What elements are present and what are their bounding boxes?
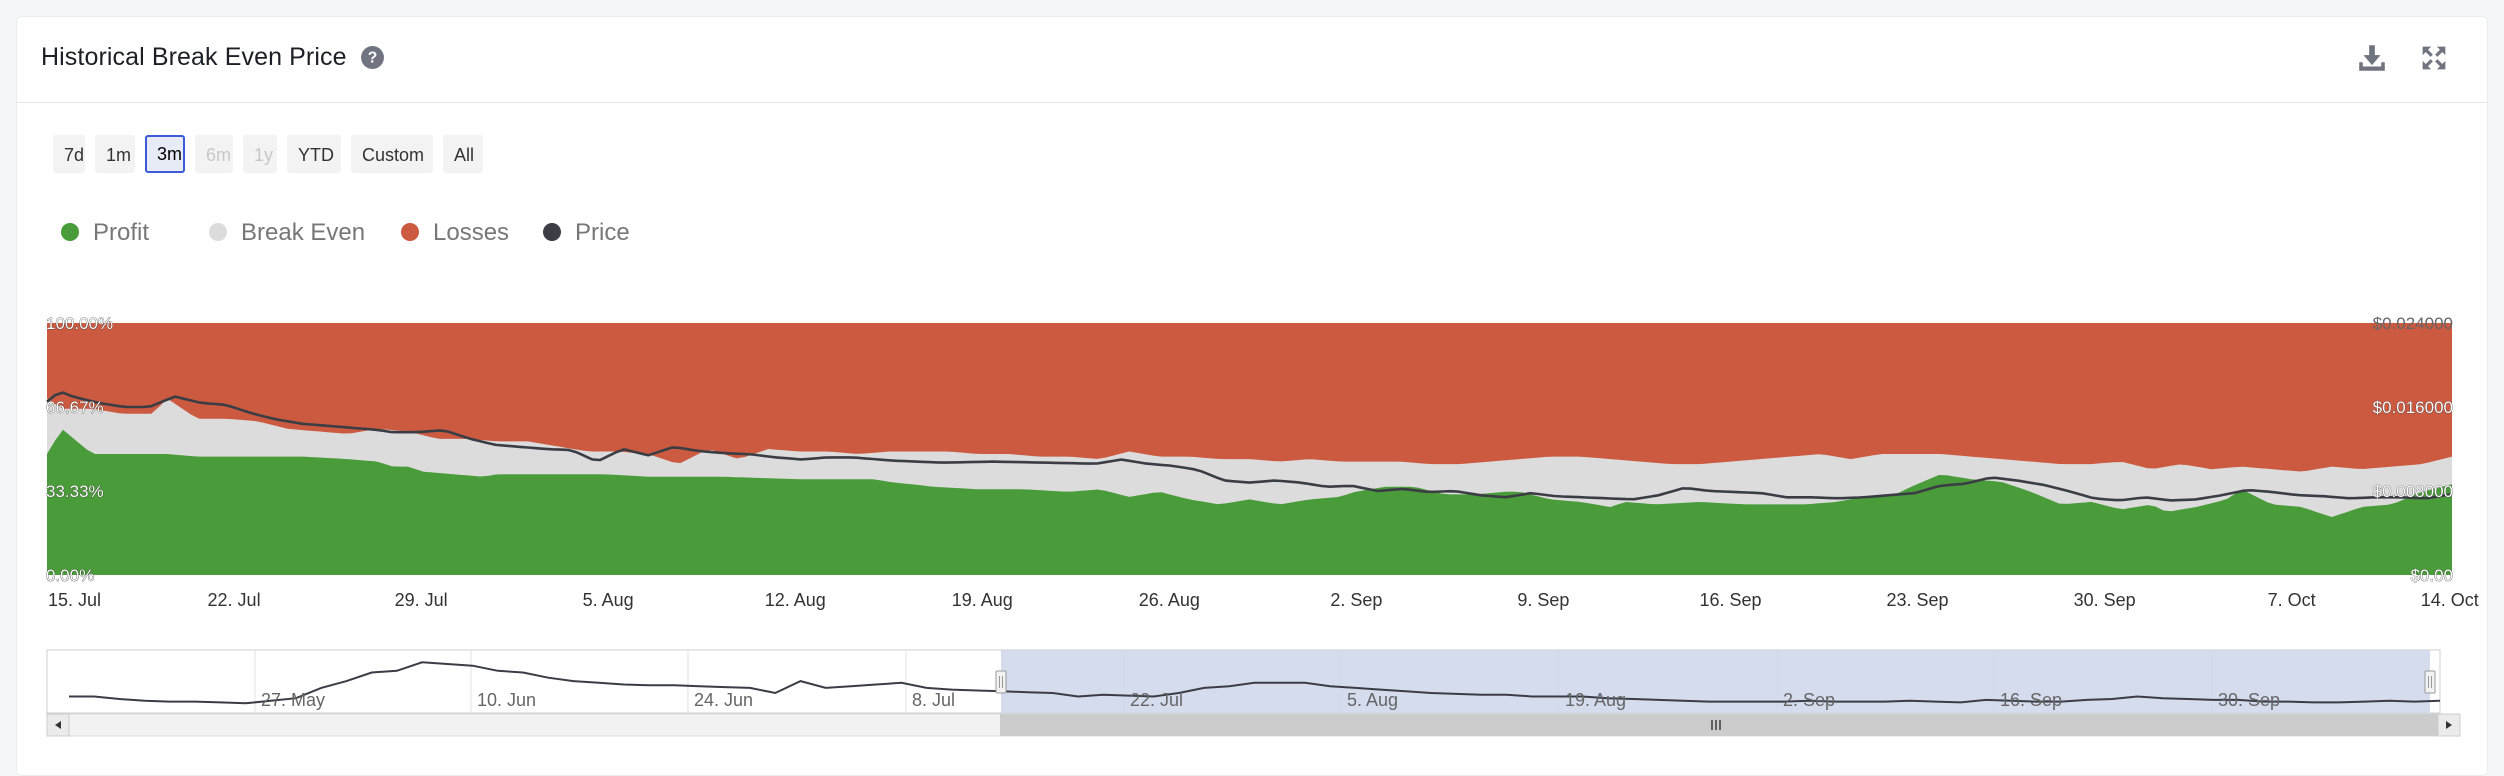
range-button-all[interactable]: All (443, 135, 483, 173)
navigator-date-label: 24. Jun (694, 690, 753, 710)
legend-label-losses: Losses (433, 219, 510, 246)
navigator-date-label: 30. Sep (2218, 690, 2280, 710)
legend-item-losses[interactable]: Losses (401, 213, 509, 253)
range-button-7d[interactable]: 7d (53, 135, 85, 173)
x-tick-label: 30. Sep (2074, 590, 2136, 610)
legend-label-price: Price (575, 219, 630, 246)
navigator-date-label: 2. Sep (1783, 690, 1835, 710)
legend-dot-price (543, 222, 561, 241)
y-left-tick-label: 33.33% (46, 482, 104, 501)
x-tick-label: 9. Sep (1517, 590, 1569, 610)
y-right-tick-label: $0.00 (2410, 566, 2453, 585)
y-right-tick-label: $0.024000 (2373, 314, 2453, 333)
legend-item-profit[interactable]: Profit (61, 213, 149, 253)
range-button-1y: 1y (243, 135, 277, 173)
profit-area (47, 429, 2452, 575)
price-line (46, 391, 2453, 502)
navigator-right-handle[interactable] (2424, 670, 2436, 694)
handle-body (995, 670, 1007, 694)
legend-item-break-even[interactable]: Break Even (209, 213, 365, 253)
x-tick-label: 26. Aug (1139, 590, 1200, 610)
y-left-tick-label: 66.67% (46, 398, 104, 417)
navigator-left-handle[interactable] (995, 670, 1007, 694)
navigator-price-line (69, 661, 2441, 705)
legend-dot-losses (401, 222, 419, 241)
x-tick-label: 7. Oct (2268, 590, 2316, 610)
navigator-date-label: 16. Sep (2000, 690, 2062, 710)
navigator-date-label: 10. Jun (477, 690, 536, 710)
navigator-date-label: 19. Aug (1565, 690, 1626, 710)
y-left-tick-label: 0.00% (46, 566, 94, 585)
caret-right-icon (2446, 721, 2452, 729)
range-button-6m: 6m (195, 135, 233, 173)
legend-item-price[interactable]: Price (543, 213, 630, 253)
card-header: Historical Break Even Price ? (17, 17, 2487, 103)
x-tick-label: 5. Aug (583, 590, 634, 610)
navigator-date-label: 8. Jul (912, 690, 955, 710)
x-tick-label: 15. Jul (48, 590, 101, 610)
y-right-tick-label: $0.016000 (2373, 398, 2453, 417)
legend-label-profit: Profit (93, 219, 150, 246)
navigator-date-label: 22. Jul (1130, 690, 1183, 710)
x-tick-label: 22. Jul (208, 590, 261, 610)
x-tick-label: 12. Aug (765, 590, 826, 610)
x-tick-label: 29. Jul (395, 590, 448, 610)
svg-text:?: ? (368, 50, 378, 67)
range-button-custom[interactable]: Custom (351, 135, 433, 173)
legend-dot-profit (61, 222, 79, 241)
navigator-date-label: 5. Aug (1347, 690, 1398, 710)
legend-label-break-even: Break Even (241, 219, 366, 246)
y-left-tick-label: 100.00% (46, 314, 113, 333)
handle-body (2424, 670, 2436, 694)
question-circle-icon[interactable]: ? (360, 45, 385, 70)
range-button-ytd[interactable]: YTD (287, 135, 341, 173)
navigator-date-label: 27. May (261, 690, 325, 710)
x-tick-label: 14. Oct (2421, 590, 2479, 610)
legend-dot-break-even (209, 222, 227, 241)
x-tick-label: 19. Aug (952, 590, 1013, 610)
range-button-3m[interactable]: 3m (145, 135, 185, 173)
range-button-1m[interactable]: 1m (95, 135, 135, 173)
chart-title: Historical Break Even Price (41, 43, 347, 71)
x-tick-label: 16. Sep (1699, 590, 1761, 610)
download-icon[interactable] (2355, 41, 2389, 75)
caret-left-icon (55, 721, 61, 729)
y-right-tick-label: $0.008000 (2373, 482, 2453, 501)
x-tick-label: 2. Sep (1330, 590, 1382, 610)
fullscreen-expand-icon[interactable] (2417, 41, 2451, 75)
x-tick-label: 23. Sep (1887, 590, 1949, 610)
navigator-selected-range (1001, 650, 2430, 713)
